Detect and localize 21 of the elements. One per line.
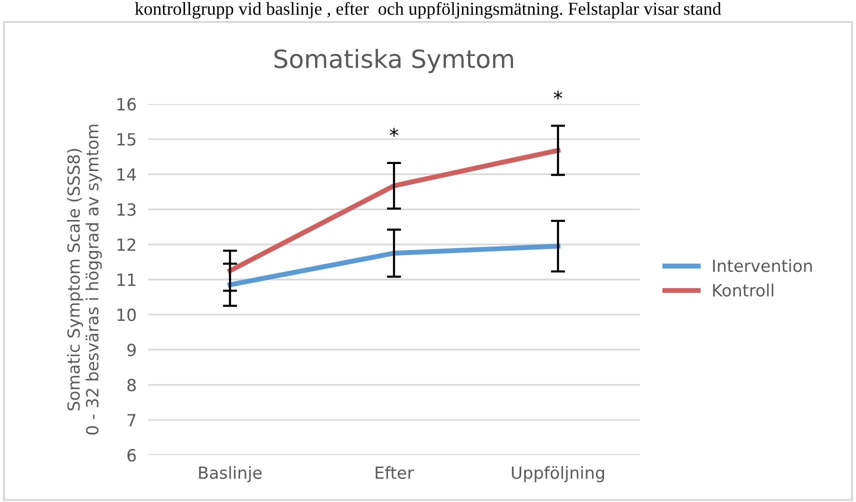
text: * [554, 90, 562, 100]
annotation: * [390, 128, 398, 137]
y-tick-label: 11 [118, 274, 136, 286]
y-tick-label: 9 [127, 344, 136, 356]
y-tick-label: 7 [128, 414, 136, 426]
x-tick-label: Uppföljning [512, 466, 604, 482]
y-tick-label: 8 [127, 378, 136, 392]
legend-label: Kontroll [713, 284, 774, 297]
y-tick-label: 12 [118, 238, 136, 251]
y-tick-label: 15 [118, 133, 136, 146]
y-tick-label: 10 [118, 308, 136, 322]
y-tick-label: 14 [118, 168, 136, 181]
text: kontrollgrupp vid baslinje , efter och uppföljningsmätning. Felstaplar visar stand [134, 2, 722, 19]
y-axis-title: Somatic Symptom Scale (SSS8) 0 - 32 besväras i höggrad av symtom [67, 124, 102, 435]
y-tick-label: 16 [118, 98, 136, 111]
y-tick-label: 6 [127, 448, 136, 462]
y-tick-label: 13 [118, 203, 136, 216]
x-tick-label: Efter [376, 466, 414, 480]
x-tick-label: Baslinje [199, 466, 262, 482]
legend-label: Intervention [713, 259, 812, 272]
chart-title: Somatiska Symtom [274, 48, 514, 74]
